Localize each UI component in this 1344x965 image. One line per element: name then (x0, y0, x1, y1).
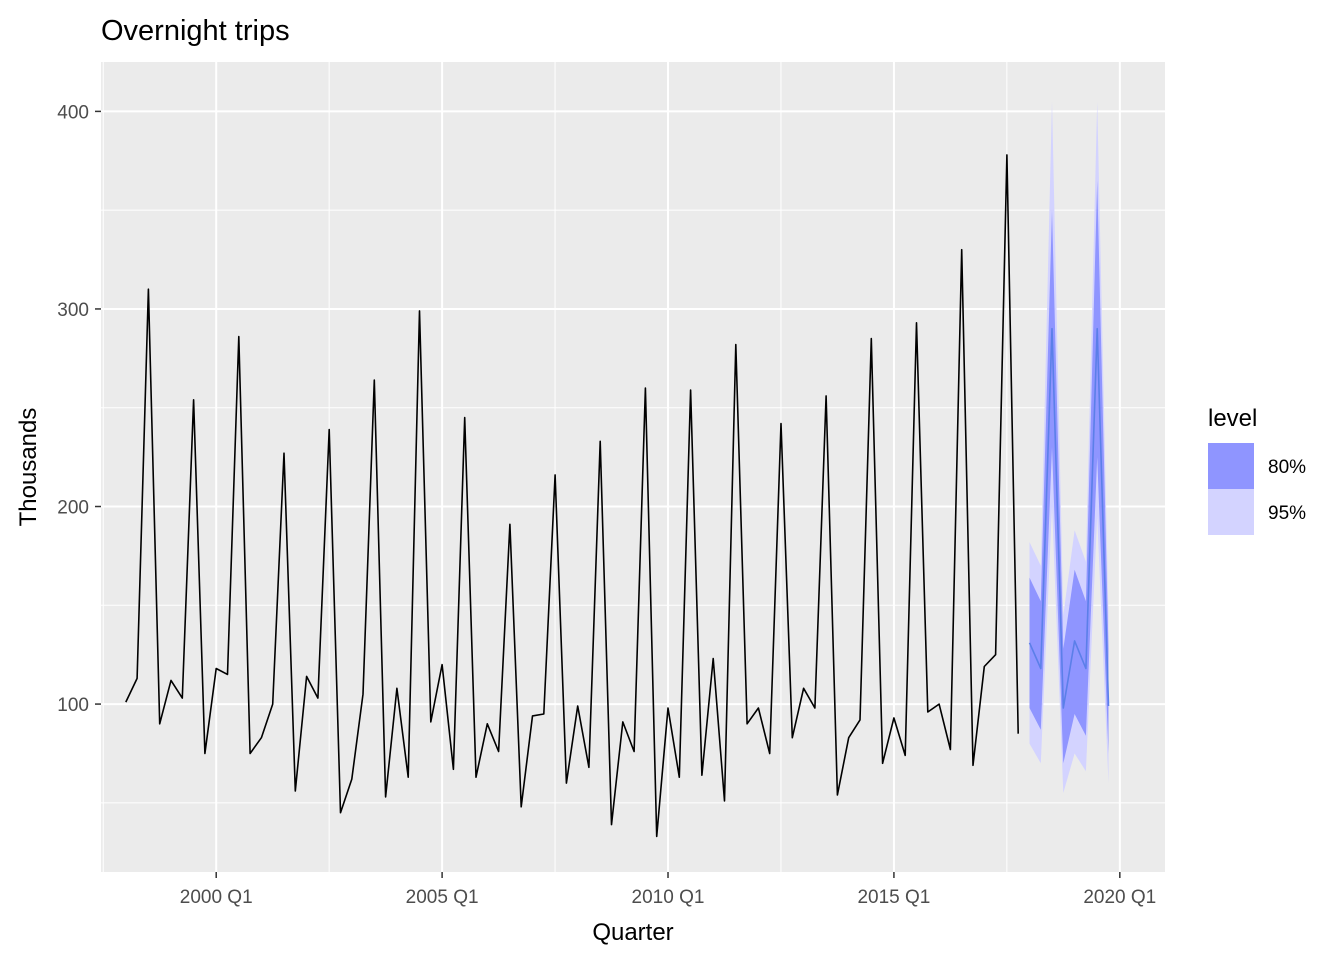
legend-key-95pct (1208, 489, 1254, 535)
x-tick-label: 2020 Q1 (1083, 887, 1156, 908)
x-tick-label: 2015 Q1 (857, 887, 930, 908)
y-tick-label: 300 (57, 300, 89, 321)
grid-minor (101, 62, 1165, 872)
legend-key-80pct (1208, 443, 1254, 489)
x-tick-label: 2000 Q1 (180, 887, 253, 908)
axis-ticks (95, 110, 1121, 878)
x-tick-label: 2005 Q1 (406, 887, 479, 908)
forecast-mean-line (1028, 327, 1110, 709)
legend-label: 80% (1268, 457, 1306, 478)
y-tick-label: 100 (57, 695, 89, 716)
plot-panel (101, 62, 1165, 872)
legend-title: level (1208, 405, 1257, 432)
legend-label: 95% (1268, 503, 1306, 524)
y-axis-label: Thousands (15, 408, 42, 527)
series-line (125, 154, 1019, 838)
series-lines (125, 154, 1110, 838)
x-axis-label: Quarter (592, 919, 673, 946)
chart-title: Overnight trips (101, 15, 290, 47)
y-tick-label: 400 (57, 102, 89, 123)
forecast-bands (1029, 101, 1109, 793)
band-80 (1029, 180, 1109, 764)
tick-labels: 2000 Q1 2005 Q1 2010 Q1 2015 Q1 2020 Q1 100 20… (57, 102, 1156, 908)
legend: level 80% 95% (1208, 405, 1306, 535)
x-tick-label: 2010 Q1 (632, 887, 705, 908)
y-tick-label: 200 (57, 498, 89, 519)
grid-major (101, 62, 1165, 872)
